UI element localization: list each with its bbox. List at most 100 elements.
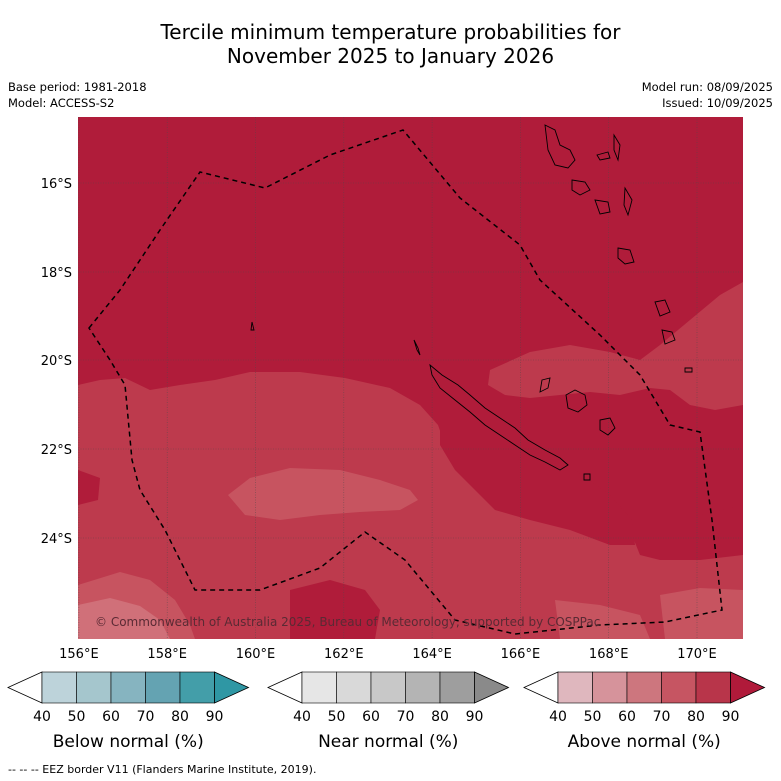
colorbar-segment xyxy=(336,671,372,704)
colorbar-segment xyxy=(695,671,731,704)
loyalty-lifou-coast xyxy=(565,389,588,413)
lon-tick: 158°E xyxy=(147,647,187,662)
probability-field xyxy=(78,117,743,639)
fill-above-80 xyxy=(78,372,743,639)
colorbar-arrow-low xyxy=(267,671,303,704)
colorbar-tick-label: 50 xyxy=(68,709,86,725)
colorbar-1: 40 50 60 70 80 90 Near normal (%) xyxy=(267,671,510,752)
lat-tick: 24°S xyxy=(41,532,72,547)
lon-tick: 156°E xyxy=(59,647,99,662)
fill-above-80-east xyxy=(488,282,743,410)
isle-of-pines-coast xyxy=(583,473,591,481)
vanuatu-south-coast xyxy=(661,329,676,345)
colorbar-tick-label: 80 xyxy=(687,709,705,725)
colorbar-segment xyxy=(557,671,593,704)
base-period: Base period: 1981-2018 xyxy=(8,80,147,94)
colorbar-arrow-low xyxy=(7,671,43,704)
lat-ticks: 16°S 18°S 20°S 22°S 24°S xyxy=(41,177,72,547)
graticule xyxy=(78,117,743,639)
model-run: Model run: 08/09/2025 xyxy=(641,80,773,94)
colorbar-tick-label: 60 xyxy=(102,709,120,725)
chesterfield-coast xyxy=(250,321,255,331)
colorbar-tick-label: 40 xyxy=(549,709,567,725)
fill-above-70 xyxy=(228,468,418,520)
loyalty-mare-coast xyxy=(599,417,616,436)
colorbar-segment xyxy=(76,671,112,704)
colorbar-segment xyxy=(439,671,475,704)
colorbar-tick-label: 90 xyxy=(206,709,224,725)
fill-above-70-se xyxy=(660,588,743,639)
hunter-matthew-coast xyxy=(654,299,671,317)
lon-tick: 168°E xyxy=(589,647,629,662)
walpole-coast xyxy=(684,367,693,373)
colorbar-title: Below normal (%) xyxy=(53,732,204,752)
colorbar-arrow-high xyxy=(214,671,250,704)
lon-ticks: 156°E 158°E 160°E 162°E 164°E 166°E 168°… xyxy=(59,647,717,662)
lat-tick: 20°S xyxy=(41,354,72,369)
colorbar-segment xyxy=(592,671,628,704)
colorbar-segment xyxy=(405,671,441,704)
colorbar-segment xyxy=(626,671,662,704)
model-name: Model: ACCESS-S2 xyxy=(8,96,115,110)
colorbar-tick-label: 60 xyxy=(362,709,380,725)
loyalty-ouvea-coast xyxy=(539,377,551,393)
colorbar-arrow-low xyxy=(523,671,559,704)
colorbar-tick-label: 90 xyxy=(722,709,740,725)
vanuatu-erromango-coast xyxy=(617,247,635,265)
colorbar-segment xyxy=(110,671,146,704)
meta-left: Base period: 1981-2018 Model: ACCESS-S2 xyxy=(8,79,147,111)
map-title: Tercile minimum temperature probabilitie… xyxy=(0,20,781,68)
fill-above-90-w xyxy=(78,470,100,505)
fill-above-70-s xyxy=(555,600,650,639)
colorbar-title: Near normal (%) xyxy=(318,732,458,752)
colorbar-segment xyxy=(145,671,181,704)
new-caledonia-coast xyxy=(429,363,569,471)
copyright-notice: © Commonwealth of Australia 2025, Bureau… xyxy=(95,615,600,629)
vanuatu-ambae-coast xyxy=(596,151,611,161)
colorbar-title: Above normal (%) xyxy=(568,732,721,752)
fill-above-60 xyxy=(78,598,170,639)
colorbar-segment xyxy=(661,671,697,704)
vanuatu-efate-coast xyxy=(594,199,611,215)
belep-islands-coast xyxy=(413,339,421,356)
colorbar-arrow-high xyxy=(474,671,510,704)
colorbar-segment xyxy=(301,671,337,704)
colorbar-segment xyxy=(370,671,406,704)
colorbar-tick-label: 40 xyxy=(293,709,311,725)
colorbar-tick-label: 70 xyxy=(137,709,155,725)
title-line-2: November 2025 to January 2026 xyxy=(226,44,555,68)
lon-tick: 166°E xyxy=(501,647,541,662)
coastlines xyxy=(250,124,693,481)
colorbar-tick-label: 70 xyxy=(653,709,671,725)
colorbar-segment xyxy=(41,671,77,704)
eez-border xyxy=(88,129,723,635)
colorbar-tick-label: 90 xyxy=(466,709,484,725)
lat-tick: 18°S xyxy=(41,266,72,281)
meta-right: Model run: 08/09/2025 Issued: 10/09/2025 xyxy=(642,79,773,111)
lat-tick: 16°S xyxy=(41,177,72,192)
colorbar-tick-label: 60 xyxy=(618,709,636,725)
vanuatu-pentecost-coast xyxy=(613,133,621,162)
colorbar-tick-label: 80 xyxy=(431,709,449,725)
vanuatu-santo-coast xyxy=(544,124,576,169)
issued-date: Issued: 10/09/2025 xyxy=(662,96,773,110)
colorbar-arrow-high xyxy=(730,671,766,704)
fill-above-90-sw xyxy=(290,580,380,639)
vanuatu-tanna-coast xyxy=(623,186,633,217)
colorbar-tick-label: 50 xyxy=(584,709,602,725)
colorbar-tick-label: 70 xyxy=(397,709,415,725)
colorbar-tick-label: 40 xyxy=(33,709,51,725)
vanuatu-malekula-coast xyxy=(571,179,591,196)
lon-tick: 160°E xyxy=(236,647,276,662)
lon-tick: 162°E xyxy=(324,647,364,662)
colorbar-segment xyxy=(179,671,215,704)
colorbar-tick-label: 80 xyxy=(171,709,189,725)
fill-above-90-tongue xyxy=(440,420,635,545)
eez-legend-note: -- -- -- EEZ border V11 (Flanders Marine… xyxy=(8,763,317,776)
lon-tick: 164°E xyxy=(412,647,452,662)
lon-tick: 170°E xyxy=(677,647,717,662)
